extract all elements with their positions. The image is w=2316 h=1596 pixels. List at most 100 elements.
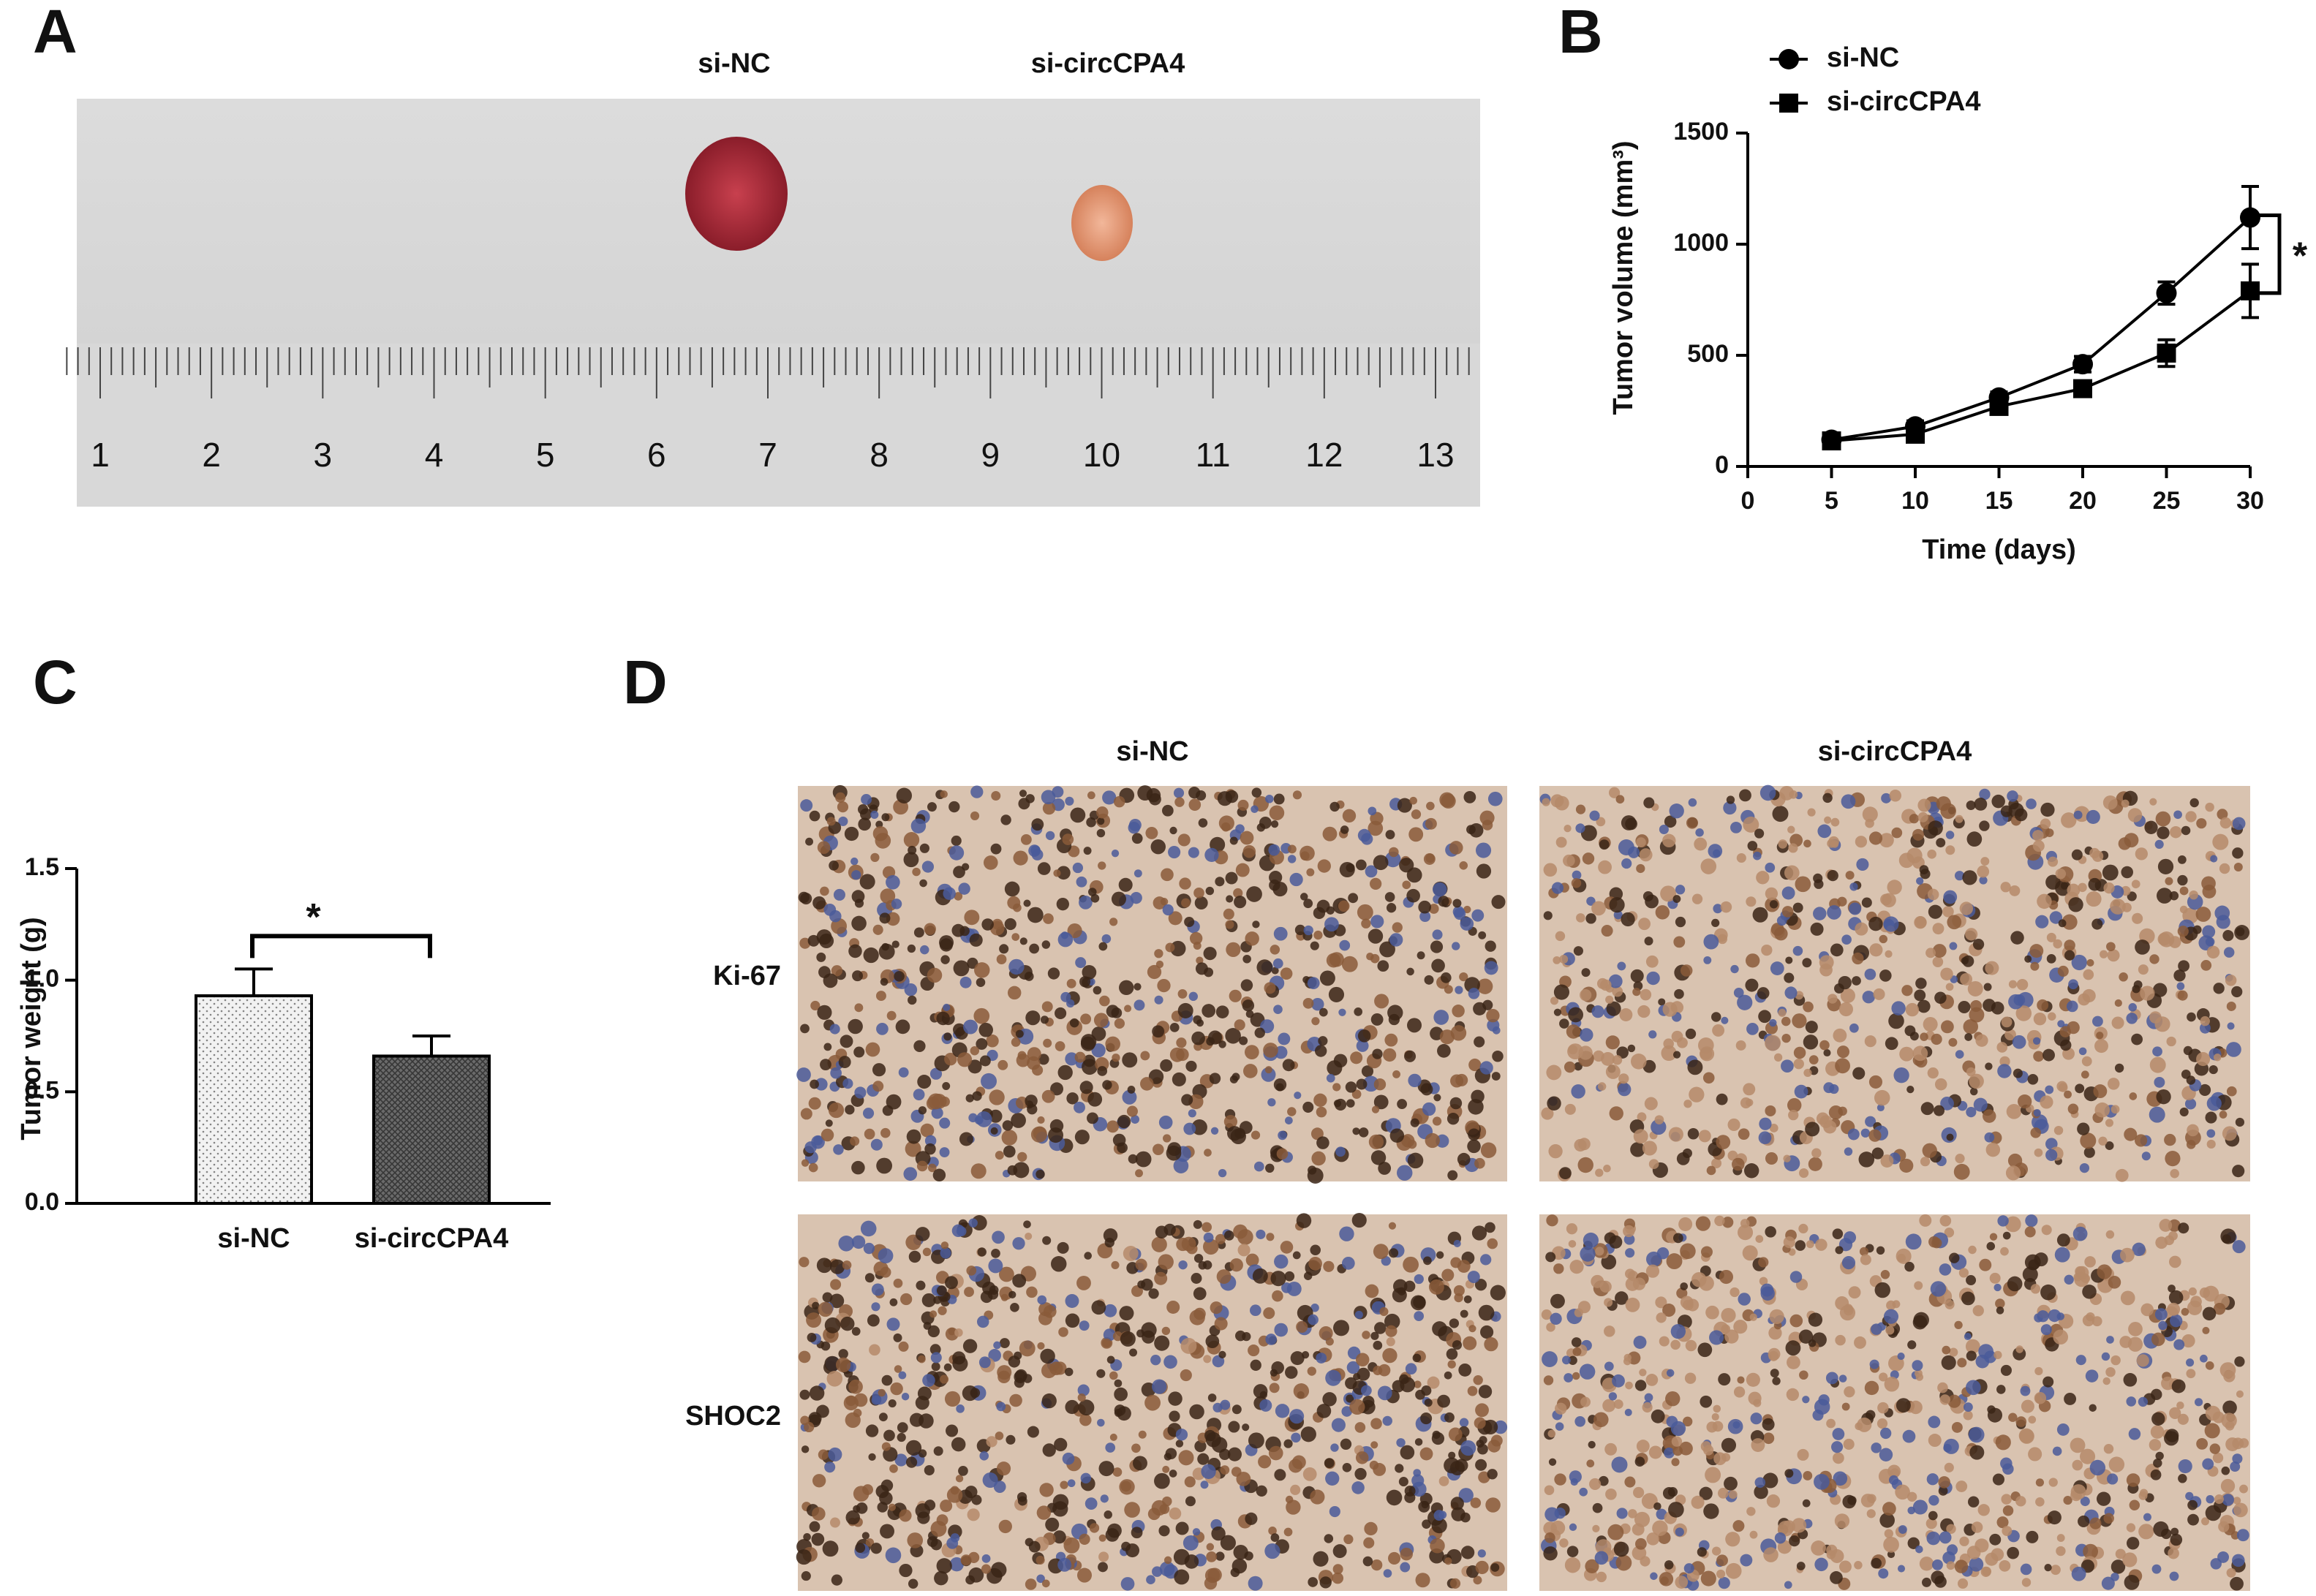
cell [1339, 1226, 1354, 1241]
cell [1242, 1423, 1250, 1432]
cell [1356, 1040, 1369, 1052]
cell [1203, 947, 1217, 961]
cell [1784, 972, 1795, 983]
cell [1124, 1502, 1140, 1518]
cell [1898, 852, 1915, 869]
cell [1330, 1443, 1339, 1452]
cell [1377, 960, 1389, 972]
cell [2107, 1078, 2120, 1090]
cell [1185, 1060, 1197, 1073]
cell [1414, 1311, 1425, 1321]
cell [2152, 1046, 2162, 1057]
cell [891, 940, 899, 948]
cell [1446, 1112, 1460, 1125]
cell [1111, 850, 1120, 858]
cell [1244, 1045, 1259, 1060]
cell [1158, 1525, 1170, 1537]
cell [1667, 1487, 1678, 1497]
cell [2000, 882, 2011, 893]
cell [835, 1357, 851, 1372]
cell [1730, 964, 1739, 974]
cell [1175, 1521, 1189, 1535]
cell [1957, 1578, 1969, 1589]
cell [2126, 1013, 2138, 1024]
panel-label: B [1558, 0, 1603, 66]
cell [1254, 1027, 1265, 1038]
cell [1874, 1282, 1890, 1298]
cell [2057, 965, 2069, 977]
cell [1904, 1025, 1916, 1037]
ruler-number: 12 [1305, 436, 1343, 474]
cell [1362, 1396, 1375, 1408]
cell [2006, 1103, 2022, 1119]
cell [1545, 1252, 1556, 1263]
cell [2016, 978, 2029, 991]
cell [1559, 1538, 1569, 1548]
cell [1370, 1441, 1378, 1449]
cell [2064, 939, 2075, 951]
cell [1569, 1260, 1584, 1274]
cell [830, 1279, 842, 1290]
cell [2151, 1332, 2165, 1347]
cell [1865, 1116, 1876, 1127]
cell [1026, 1286, 1038, 1298]
cell [1308, 1257, 1322, 1271]
cell [1289, 1409, 1305, 1424]
cell [2176, 982, 2185, 991]
cell [1798, 1329, 1814, 1344]
cell [1210, 1127, 1219, 1135]
cell [2072, 1226, 2088, 1241]
cell [1703, 956, 1712, 964]
cell [908, 1578, 919, 1589]
cell [880, 1266, 891, 1278]
cell [1585, 913, 1596, 924]
cell [2002, 1505, 2014, 1516]
cell [1440, 972, 1452, 983]
cell [1718, 1576, 1730, 1589]
cell [1152, 1025, 1165, 1038]
cell [2154, 839, 2164, 850]
cell [2010, 931, 2024, 945]
cell [1783, 1236, 1795, 1249]
cell [908, 1250, 921, 1263]
cell [1541, 1107, 1554, 1120]
cell [1112, 1331, 1123, 1342]
cell [1852, 1067, 1866, 1080]
cell [1169, 1470, 1177, 1478]
cell [927, 1325, 940, 1338]
cell [1098, 942, 1108, 951]
cell [1971, 1521, 1983, 1533]
cell [829, 1024, 840, 1035]
cell [1152, 1566, 1163, 1577]
cell [1194, 896, 1208, 910]
cell [1175, 1440, 1184, 1448]
cell [1666, 1253, 1683, 1270]
cell [1928, 1495, 1939, 1506]
cell [1717, 1488, 1729, 1499]
cell [2078, 993, 2091, 1006]
significance-bracket [250, 934, 432, 958]
cell [1672, 1051, 1681, 1059]
cell [988, 1349, 1001, 1362]
cell [1740, 1554, 1753, 1567]
cell [1160, 1059, 1173, 1072]
cell [1904, 1261, 1915, 1272]
cell [2094, 1039, 2108, 1054]
cell [2181, 1334, 2195, 1348]
cell [1346, 1361, 1360, 1374]
cell [1974, 798, 1988, 811]
cell [1450, 1497, 1464, 1510]
cell [1949, 1347, 1958, 1357]
cell [1379, 1306, 1389, 1317]
cell [1605, 1064, 1621, 1079]
cell [2080, 1132, 2097, 1149]
cell [1490, 1563, 1500, 1572]
cell [817, 1005, 832, 1020]
cell [996, 1402, 1006, 1412]
cell [1290, 1484, 1301, 1495]
cell [2205, 802, 2214, 812]
cell [1388, 1222, 1397, 1230]
cell [933, 1446, 943, 1456]
cell [1074, 1130, 1090, 1145]
cell [1480, 1254, 1492, 1266]
